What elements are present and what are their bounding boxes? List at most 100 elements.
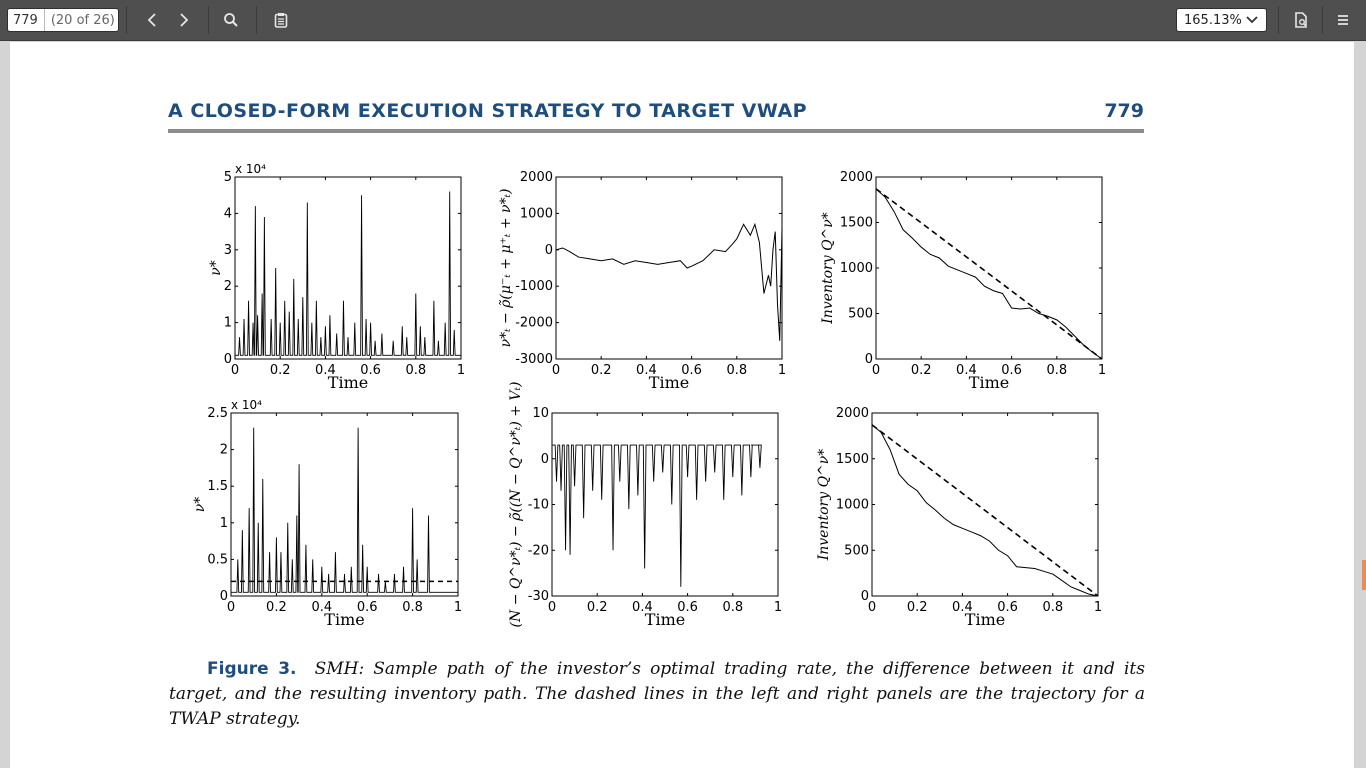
y-tick-label: 3 [224, 243, 232, 258]
document-icon [1295, 12, 1307, 28]
x-tick-label: 0.6 [357, 600, 378, 615]
y-tick-label: 2 [220, 443, 228, 458]
x-axis-label: Time [645, 610, 685, 629]
x-tick-label: 1 [454, 600, 462, 615]
y-tick-label: 0 [861, 589, 869, 604]
toolbar-separator [1278, 6, 1279, 34]
search-button[interactable] [216, 5, 246, 35]
chart-panel-bottom-middle: 0 0.2 0.4 0.6 0.8 1 -30 -20 -10 0 10 Time (N − Q^ν*ₜ… [508, 382, 782, 629]
x-tick-label: 0.6 [360, 363, 381, 378]
x-tick-label: 1 [457, 363, 465, 378]
y-tick-label: 1500 [840, 216, 873, 231]
y-tick-label: 2000 [836, 406, 869, 421]
chart-panel-bottom-right: 0 0.2 0.4 0.6 0.8 1 0 500 1000 1500 2000 Time Invent… [816, 406, 1102, 629]
x-axis-label: Time [324, 610, 364, 629]
y-axis-label: ν* [208, 260, 224, 276]
chevron-left-icon [147, 13, 156, 27]
toolbar-separator [1322, 6, 1323, 34]
x-axis-label: Time [965, 610, 1005, 629]
x-tick-label: 0.6 [997, 600, 1018, 615]
plot-frame [875, 176, 1103, 360]
x-tick-label: 0 [872, 363, 880, 378]
y-tick-label: 0 [220, 589, 228, 604]
x-tick-label: 0.8 [1046, 363, 1067, 378]
y-axis-label: ν*ₜ − ρ̃(μ⁻ₜ + μ⁺ₜ + ν*ₜ) [498, 189, 514, 348]
inventory-line [871, 424, 1099, 597]
toolbar-separator [126, 6, 127, 34]
y-tick-label: 0 [865, 352, 873, 367]
x-tick-label: 0.2 [266, 600, 287, 615]
scrollbar-marker[interactable] [1362, 560, 1366, 590]
figure-label: Figure 3. [207, 659, 297, 679]
y-tick-label: 0 [224, 352, 232, 367]
x-tick-label: 0.4 [311, 600, 332, 615]
annotations-button[interactable] [266, 5, 296, 35]
header-rule [168, 129, 1144, 133]
x-tick-label: 0.8 [726, 363, 747, 378]
running-header-page-number: 779 [1104, 100, 1144, 122]
menu-button[interactable] [1328, 5, 1358, 35]
y-tick-label: 1000 [840, 261, 873, 276]
x-tick-label: 0 [548, 600, 556, 615]
chart-panel-bottom-left: 0 0.2 0.4 0.6 0.8 1 0 0.5 1 1.5 2 2.5 Time ν* x 10⁴ [192, 398, 462, 629]
axis-exponent-label: x 10⁴ [231, 398, 262, 412]
twap-dashed-line [871, 424, 1099, 597]
y-tick-label: 2.5 [207, 406, 228, 421]
y-tick-label: 500 [844, 543, 869, 558]
x-tick-label: 0.4 [632, 600, 653, 615]
y-tick-label: 1.5 [207, 479, 228, 494]
x-tick-label: 1 [774, 600, 782, 615]
x-tick-label: 1 [1098, 363, 1106, 378]
x-tick-label: 0.4 [315, 363, 336, 378]
y-tick-label: 10 [532, 406, 549, 421]
y-tick-label: -1000 [515, 279, 553, 294]
previous-page-button[interactable] [138, 5, 165, 35]
dip-series-line [552, 444, 762, 587]
x-tick-label: 0.6 [677, 600, 698, 615]
chart-panel-top-right: 0 0.2 0.4 0.6 0.8 1 0 500 1000 1500 2000 Time Invent… [820, 170, 1106, 392]
y-tick-label: -2000 [515, 316, 553, 331]
running-header-title: A CLOSED-FORM EXECUTION STRATEGY TO TARG… [168, 100, 808, 122]
spike-series-line [235, 191, 461, 356]
plot-frame [555, 176, 783, 360]
pdf-toolbar: 779 (20 of 26) 165.13% [0, 0, 1366, 41]
y-tick-label: 500 [848, 307, 873, 322]
y-tick-label: 2 [224, 279, 232, 294]
y-tick-label: 4 [224, 206, 232, 221]
x-tick-label: 0 [868, 600, 876, 615]
next-page-button[interactable] [170, 5, 197, 35]
x-axis-label: Time [649, 373, 689, 392]
x-tick-label: 0.2 [907, 600, 928, 615]
y-tick-label: 1 [224, 316, 232, 331]
plot-frame [871, 412, 1099, 597]
x-tick-label: 0.4 [956, 363, 977, 378]
y-tick-label: 1 [220, 516, 228, 531]
page-count-label: (20 of 26) [50, 12, 115, 28]
x-tick-label: 0 [231, 363, 239, 378]
plot-frame [230, 412, 459, 597]
y-axis-label: (N − Q^ν*ₜ) − ρ̃((N − Q^ν*ₜ) + Vₜ) [508, 382, 524, 628]
y-tick-label: 1000 [836, 498, 869, 513]
y-tick-label: 0 [541, 452, 549, 467]
page-number-field[interactable]: 779 (20 of 26) [7, 8, 119, 32]
toolbar-separator [208, 6, 209, 34]
axis-exponent-label: x 10⁴ [235, 162, 266, 176]
zoom-value: 165.13% [1184, 12, 1242, 28]
toolbar-separator [256, 6, 257, 34]
y-axis-label: Inventory Q^ν* [820, 212, 836, 325]
zoom-select[interactable]: 165.13% [1176, 8, 1267, 32]
x-tick-label: 1 [778, 363, 786, 378]
plot-frame [234, 176, 462, 360]
y-tick-label: -3000 [515, 352, 553, 367]
y-tick-label: -30 [528, 589, 549, 604]
x-tick-label: 0 [552, 363, 560, 378]
document-properties-button[interactable] [1286, 5, 1316, 35]
plot-frame [551, 412, 779, 597]
y-axis-label: ν* [192, 497, 208, 513]
y-tick-label: -20 [528, 543, 549, 558]
difference-line [555, 222, 783, 341]
x-tick-label: 0.2 [270, 363, 291, 378]
x-tick-label: 0.8 [402, 600, 423, 615]
page-number-input[interactable]: 779 [8, 9, 45, 31]
